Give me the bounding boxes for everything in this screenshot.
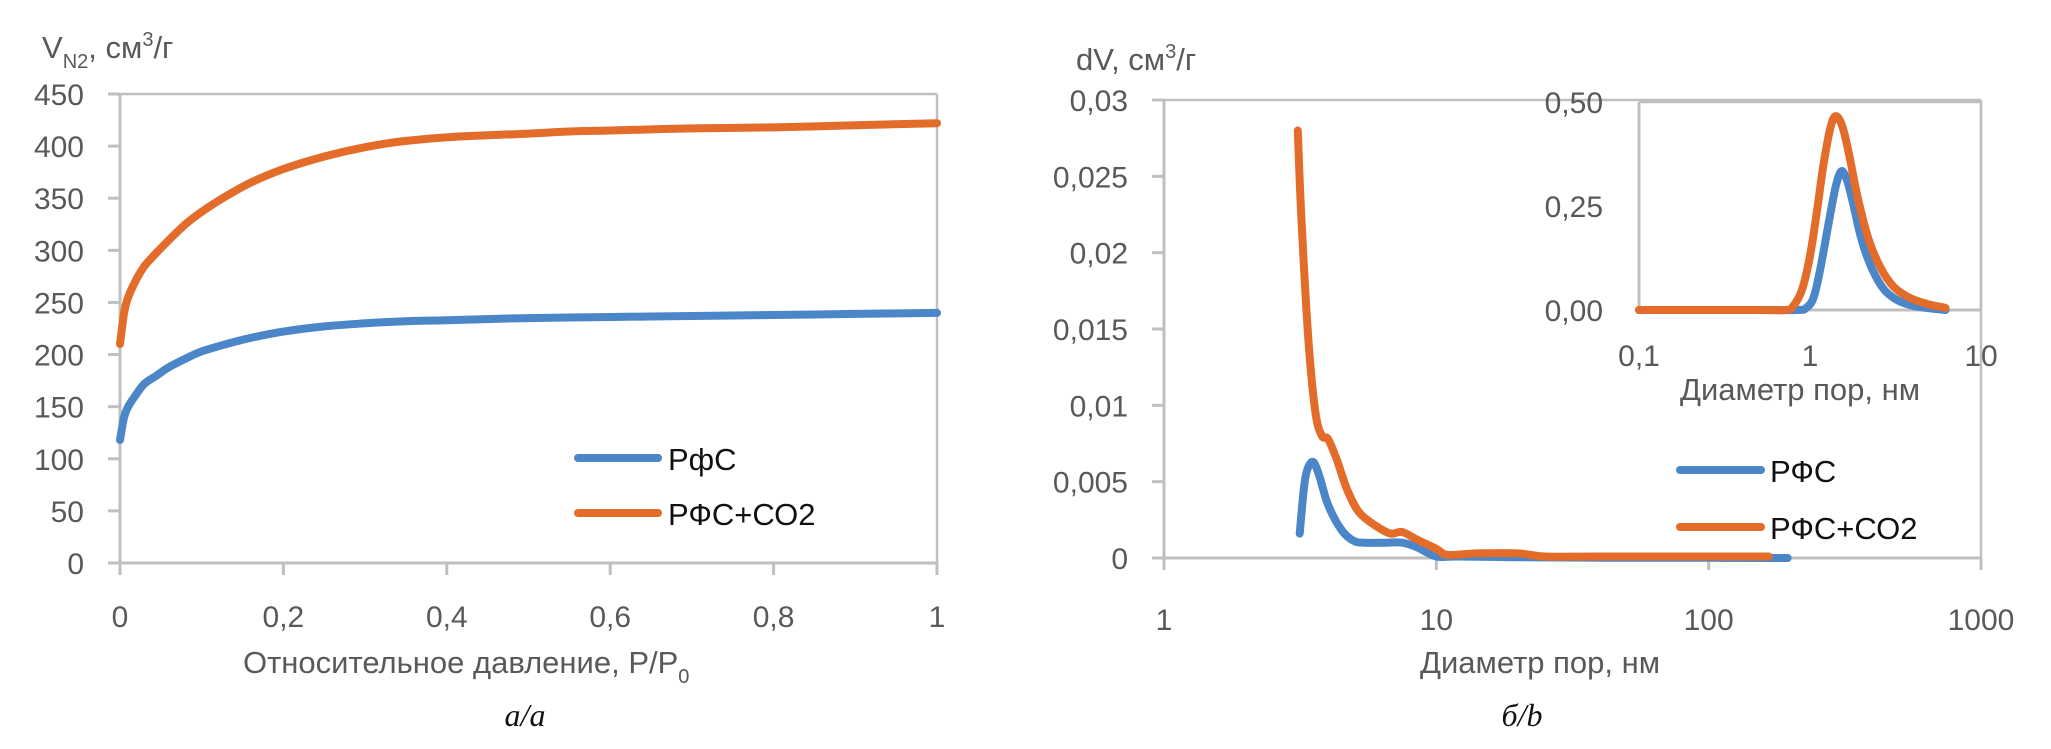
y-tick-label: 300 [34, 235, 84, 268]
panel-a-caption: а/a [505, 697, 546, 733]
x-tick-label: 1 [929, 601, 946, 634]
y-tick-label: 0,00 [1545, 295, 1603, 328]
panel-a-legend: РфС РФС+СО2 [574, 442, 815, 532]
y-tick-label: 0,005 [1053, 467, 1128, 500]
x-tick-label: 0 [112, 601, 129, 634]
y-tick-label: 0,01 [1070, 390, 1128, 423]
series-line-rfs [1635, 167, 1950, 315]
x-tick-label: 100 [1684, 604, 1734, 637]
x-tick-label: 0,6 [589, 601, 631, 634]
x-tick-label: 10 [1964, 340, 1997, 373]
x-tick-label: 0,1 [1618, 340, 1660, 373]
series-line-rfs-co2 [1635, 112, 1950, 315]
series-line-rfs-co2 [116, 119, 941, 349]
y-tick-label: 400 [34, 131, 84, 164]
y-tick-label: 200 [34, 340, 84, 373]
x-tick-label: 10 [1420, 604, 1453, 637]
y-tick-label: 0 [67, 548, 84, 581]
panel-a-x-axis-title: Относительное давление, P/P0 [243, 645, 689, 688]
panel-b-inset-chart: 0,00 0,25 0,50 0,1 1 10 Диаметр пор, нм [1545, 87, 1998, 409]
inset-background [1590, 104, 1979, 409]
y-tick-label: 100 [34, 444, 84, 477]
y-tick-label: 250 [34, 287, 84, 320]
inset-x-axis-title: Диаметр пор, нм [1680, 372, 1920, 407]
x-tick-label: 0,4 [426, 601, 468, 634]
panel-b-y-axis-title: dV, см3/г [1076, 41, 1196, 77]
y-tick-label: 0 [1111, 543, 1128, 576]
legend-label-rfs: РфС [668, 442, 737, 477]
panel-a-y-axis-title: VN2, см3/г [42, 29, 173, 73]
y-tick-label: 450 [34, 79, 84, 112]
legend-label-rfs-co2: РФС+СО2 [668, 497, 815, 532]
panel-b-caption: б/b [1502, 697, 1543, 733]
y-tick-label: 0,25 [1545, 191, 1603, 224]
x-tick-label: 1 [1802, 340, 1819, 373]
x-tick-label: 0,8 [753, 601, 795, 634]
y-tick-label: 0,015 [1053, 314, 1128, 347]
panel-b-pore-distribution-chart: dV, см3/г 0 0,005 0,01 0,015 0,02 0,025 0,03 1… [1053, 41, 2014, 733]
x-tick-label: 1 [1156, 604, 1173, 637]
panel-a-isotherm-chart: VN2, см3/г 0 50 100 150 200 250 300 350 400 450 0… [34, 29, 945, 733]
panel-b-legend: РФС РФС+СО2 [1676, 454, 1917, 546]
series-line-rfs [116, 308, 941, 444]
y-tick-label: 150 [34, 392, 84, 425]
series-line-rfs-co2 [1293, 126, 1773, 561]
y-tick-label: 0,025 [1053, 161, 1128, 194]
panel-b-x-axis-title: Диаметр пор, нм [1420, 645, 1660, 680]
y-tick-label: 50 [51, 496, 84, 529]
legend-label-rfs: РФС [1770, 454, 1836, 489]
y-tick-label: 0,02 [1070, 238, 1128, 271]
y-tick-label: 350 [34, 183, 84, 216]
series-line-rfs [1295, 457, 1792, 562]
legend-label-rfs-co2: РФС+СО2 [1770, 511, 1917, 546]
x-tick-label: 0,2 [263, 601, 305, 634]
x-tick-label: 1000 [1948, 604, 2015, 637]
y-tick-label: 0,03 [1070, 85, 1128, 118]
y-tick-label: 0,50 [1545, 87, 1603, 120]
